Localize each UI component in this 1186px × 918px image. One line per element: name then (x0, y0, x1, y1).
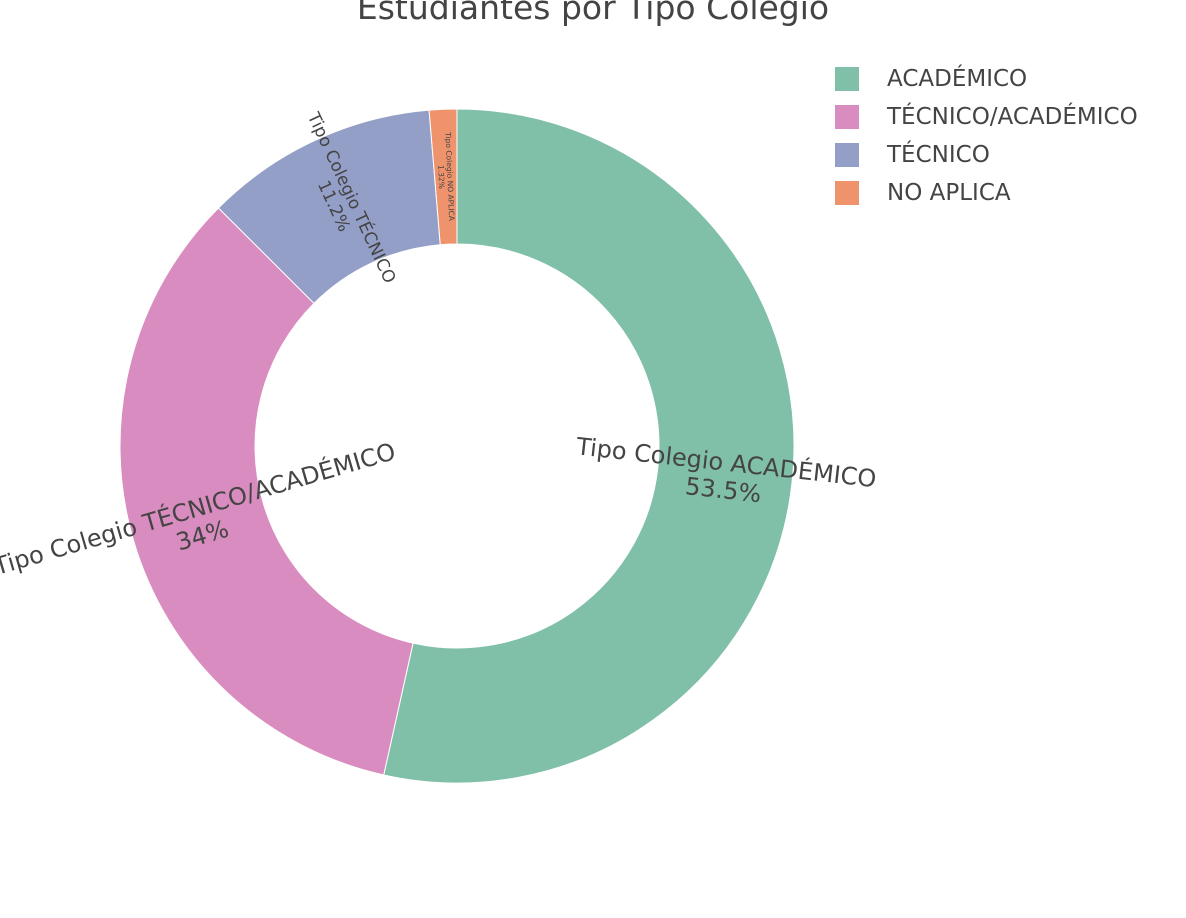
slice-label-no-aplica: Tipo Colegio NO APLICA1.32% (435, 131, 456, 222)
chart-title: Estudiantes por Tipo Colegio (356, 0, 830, 27)
legend-label: TÉCNICO/ACADÉMICO (887, 104, 1138, 130)
legend-label: ACADÉMICO (887, 66, 1028, 92)
legend-label: NO APLICA (887, 180, 1011, 206)
slice-no-aplica[interactable] (428, 108, 458, 246)
slice-label-percent: 1.32% (436, 165, 446, 189)
slice-academico[interactable] (383, 108, 795, 784)
legend: ACADÉMICO TÉCNICO/ACADÉMICO TÉCNICO NO A… (835, 60, 1138, 212)
legend-swatch-academico (835, 67, 859, 91)
slice-tecnico-academico[interactable] (119, 207, 414, 776)
legend-item-no-aplica[interactable]: NO APLICA (835, 174, 1138, 212)
legend-swatch-tecnico (835, 143, 859, 167)
legend-label: TÉCNICO (887, 142, 990, 168)
legend-item-tecnico-academico[interactable]: TÉCNICO/ACADÉMICO (835, 98, 1138, 136)
legend-item-tecnico[interactable]: TÉCNICO (835, 136, 1138, 174)
legend-swatch-no-aplica (835, 181, 859, 205)
legend-swatch-tecnico-academico (835, 105, 859, 129)
slice-label-name: Tipo Colegio NO APLICA (443, 131, 456, 222)
legend-item-academico[interactable]: ACADÉMICO (835, 60, 1138, 98)
